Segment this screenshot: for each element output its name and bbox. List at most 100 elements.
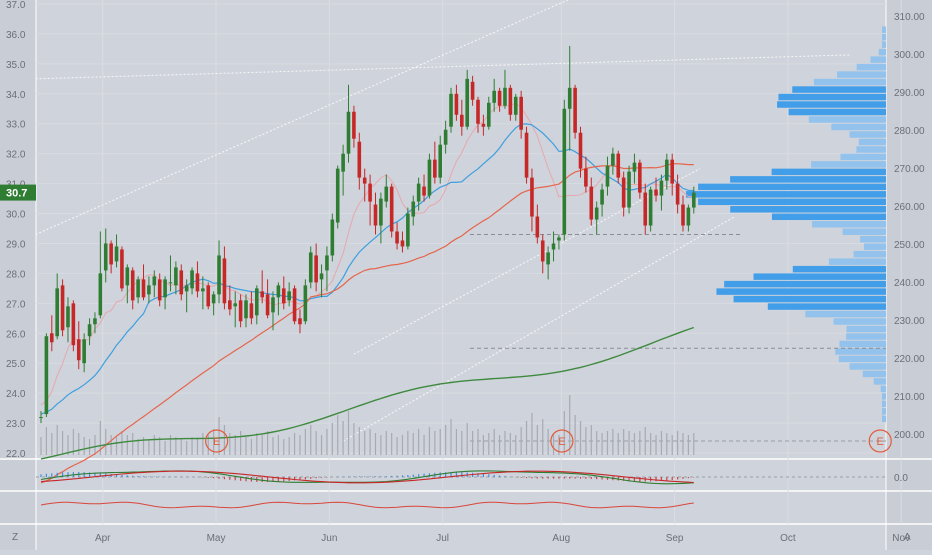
candle[interactable] <box>621 171 626 217</box>
candle[interactable] <box>438 135 443 184</box>
candle[interactable] <box>449 87 453 133</box>
candle[interactable] <box>341 144 345 196</box>
candle[interactable] <box>222 246 227 310</box>
candle[interactable] <box>481 114 486 136</box>
candle[interactable] <box>298 309 302 334</box>
auto-scale-button[interactable]: A <box>904 532 911 543</box>
candle[interactable] <box>460 99 464 136</box>
candle[interactable] <box>600 183 604 217</box>
candle[interactable] <box>114 234 119 268</box>
earnings-marker[interactable]: E <box>868 429 892 453</box>
candle[interactable] <box>325 246 329 292</box>
candle[interactable] <box>314 243 318 292</box>
candle[interactable] <box>179 264 184 301</box>
candle[interactable] <box>87 318 92 346</box>
candle[interactable] <box>454 84 459 121</box>
candle[interactable] <box>524 126 529 184</box>
candle[interactable] <box>308 246 313 289</box>
candle[interactable] <box>292 285 297 325</box>
candle[interactable] <box>238 294 243 328</box>
candle[interactable] <box>497 87 502 112</box>
candle[interactable] <box>71 300 76 352</box>
candle[interactable] <box>271 291 275 331</box>
candle[interactable] <box>632 153 637 184</box>
candle[interactable] <box>44 333 49 418</box>
candle[interactable] <box>190 267 194 295</box>
candle[interactable] <box>427 153 432 199</box>
candle[interactable] <box>152 270 157 298</box>
candle[interactable] <box>638 159 642 199</box>
candle[interactable] <box>659 174 664 211</box>
candle[interactable] <box>379 192 383 244</box>
candle[interactable] <box>281 276 286 310</box>
candle[interactable] <box>368 174 372 226</box>
candle[interactable] <box>589 177 594 226</box>
candle[interactable] <box>157 273 162 307</box>
candle[interactable] <box>422 174 426 202</box>
candle[interactable] <box>584 156 588 193</box>
candle[interactable] <box>670 153 675 196</box>
candle[interactable] <box>49 315 54 352</box>
candle[interactable] <box>357 132 362 190</box>
candle[interactable] <box>519 90 523 139</box>
candle[interactable] <box>228 285 232 316</box>
candle[interactable] <box>335 165 340 229</box>
candle[interactable] <box>76 321 81 370</box>
candle[interactable] <box>217 240 221 304</box>
candle[interactable] <box>255 285 259 325</box>
candle[interactable] <box>476 96 480 133</box>
candle[interactable] <box>362 168 367 202</box>
candle[interactable] <box>346 84 351 163</box>
candle[interactable] <box>627 165 631 214</box>
candle[interactable] <box>249 291 254 325</box>
candle[interactable] <box>433 141 437 184</box>
candle[interactable] <box>492 78 496 112</box>
candle[interactable] <box>233 291 238 328</box>
earnings-marker[interactable]: E <box>205 429 229 453</box>
candle[interactable] <box>141 264 146 301</box>
earnings-marker[interactable]: E <box>550 429 574 453</box>
candle[interactable] <box>373 192 378 235</box>
candle[interactable] <box>82 333 86 373</box>
candle[interactable] <box>395 222 399 250</box>
candle[interactable] <box>551 231 556 262</box>
candle[interactable] <box>686 204 691 232</box>
candle[interactable] <box>120 246 124 292</box>
candle[interactable] <box>411 195 416 226</box>
candle[interactable] <box>389 183 394 238</box>
candle[interactable] <box>265 279 270 319</box>
candle[interactable] <box>287 282 291 307</box>
candle[interactable] <box>195 261 200 298</box>
candle[interactable] <box>98 231 103 319</box>
candle[interactable] <box>384 174 389 208</box>
candle[interactable] <box>616 150 621 184</box>
candle[interactable] <box>648 186 653 232</box>
candle[interactable] <box>163 276 167 310</box>
candle[interactable] <box>39 411 43 424</box>
candle[interactable] <box>465 69 470 130</box>
zoom-button[interactable]: Z <box>12 532 18 543</box>
candle[interactable] <box>352 105 356 148</box>
candle[interactable] <box>557 234 561 250</box>
candle[interactable] <box>681 195 685 232</box>
candle[interactable] <box>540 234 545 274</box>
candle[interactable] <box>136 276 140 304</box>
candle[interactable] <box>416 177 421 211</box>
candle[interactable] <box>303 279 308 325</box>
candle[interactable] <box>184 279 189 313</box>
candle[interactable] <box>260 270 264 304</box>
candle[interactable] <box>55 273 59 340</box>
candle[interactable] <box>573 84 577 139</box>
candle[interactable] <box>691 186 696 214</box>
candle[interactable] <box>211 291 216 316</box>
candle[interactable] <box>206 282 211 310</box>
candle[interactable] <box>567 45 572 151</box>
candle[interactable] <box>562 99 567 241</box>
candle[interactable] <box>486 96 491 130</box>
candle[interactable] <box>605 156 610 196</box>
candle[interactable] <box>168 255 173 292</box>
candle[interactable] <box>675 174 680 214</box>
candle[interactable] <box>578 126 583 178</box>
candle[interactable] <box>66 297 70 343</box>
candle[interactable] <box>244 294 248 328</box>
